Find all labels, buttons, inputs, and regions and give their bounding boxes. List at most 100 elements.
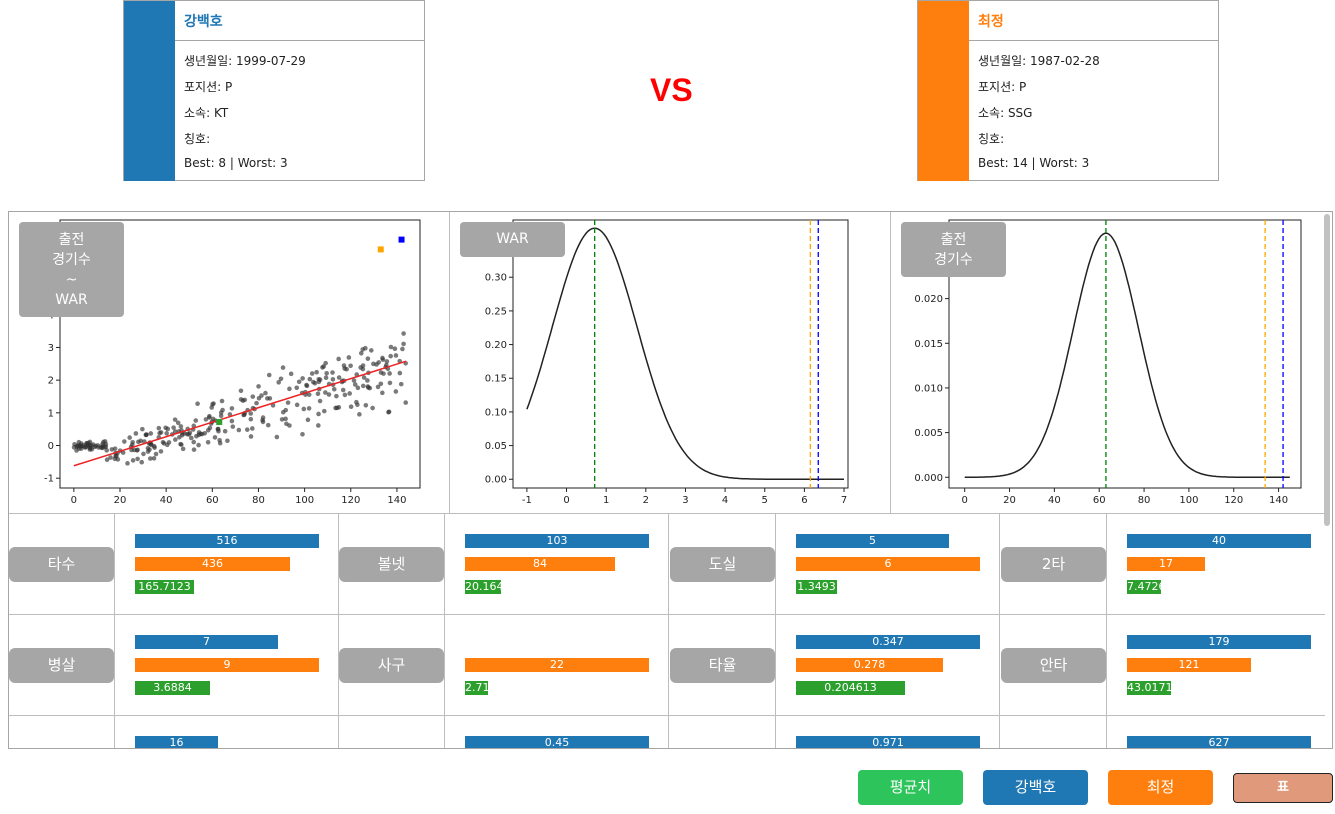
stat-bars-cell: 7 9 3.6884 — [115, 615, 339, 715]
scatter-point — [285, 400, 291, 405]
stat-name-button[interactable]: 볼넷 — [339, 547, 444, 582]
stat-name-button[interactable]: 사구 — [339, 648, 444, 683]
scatter-point — [300, 431, 305, 437]
scatter-point — [347, 391, 352, 396]
y-tick-label: 0.010 — [914, 383, 943, 394]
stats-row: 병살 7 9 3.6884 사구 22 2.712 타율 0.347 0.278 0.204613 안… — [9, 614, 1325, 715]
average-value-bar: 7.4726 — [1127, 580, 1161, 594]
scatter-point — [220, 407, 225, 413]
war-distribution-cell: -1012345670.000.050.100.150.200.250.300.… — [450, 212, 891, 513]
scatter-point — [263, 390, 268, 396]
scatter-point — [294, 385, 300, 391]
average-button[interactable]: 평균치 — [858, 770, 963, 805]
x-tick-label: 0 — [962, 495, 968, 506]
scatter-point — [136, 439, 141, 445]
scatter-point — [194, 433, 199, 439]
scatter-point — [125, 461, 130, 466]
scatter-point — [323, 390, 328, 395]
scatter-point — [266, 372, 272, 378]
stat-label-cell: 볼넷 — [339, 514, 445, 614]
y-tick-label: 0.020 — [914, 294, 943, 305]
scatter-point — [352, 382, 358, 387]
x-tick-label: 80 — [252, 495, 265, 506]
stat-name-button[interactable]: 안타 — [1001, 648, 1106, 683]
scatter-point — [205, 439, 211, 445]
y-tick-label: 0.000 — [914, 473, 943, 484]
stat-name-button[interactable]: 2타 — [1001, 547, 1106, 582]
scatter-point — [127, 435, 132, 440]
scatter-point — [386, 409, 391, 415]
scatter-point — [326, 392, 332, 397]
stat-label-cell — [339, 716, 445, 748]
scatter-point — [254, 400, 259, 406]
scatter-point — [336, 375, 342, 380]
scatter-point — [225, 438, 230, 444]
scatter-point — [378, 370, 384, 375]
scatter-point — [250, 394, 256, 399]
scatter-point — [323, 360, 328, 366]
scatter-point — [366, 385, 371, 390]
scatter-point — [100, 445, 106, 451]
y-tick-label: 0.015 — [914, 339, 943, 350]
scatter-point — [351, 378, 357, 383]
scatter-point — [143, 432, 149, 438]
scatter-point — [378, 381, 384, 387]
scatter-point — [400, 346, 405, 352]
scatter-point — [358, 350, 364, 356]
scatter-point — [304, 383, 310, 389]
stat-name-button[interactable]: 타율 — [670, 648, 775, 683]
label-line: 경기수 — [52, 252, 91, 268]
scatter-point — [173, 437, 178, 442]
scatter-point — [346, 355, 352, 360]
scatter-point — [260, 415, 266, 420]
scatter-point — [334, 393, 339, 399]
scatter-point — [360, 383, 366, 389]
scatter-point — [240, 398, 246, 403]
highlight-point — [398, 236, 405, 243]
player1-value-bar: 0.971 — [796, 736, 980, 748]
scatter-chart-label: 출전 경기수 ~ WAR — [19, 222, 124, 317]
stat-label-cell — [1001, 716, 1107, 748]
average-value-bar: 2.712 — [465, 681, 488, 695]
average-value-bar: 43.0171 — [1127, 681, 1171, 695]
player2-button[interactable]: 최정 — [1108, 770, 1213, 805]
scatter-point — [274, 434, 280, 440]
stat-name-button[interactable]: 타수 — [9, 547, 114, 582]
scatter-point — [342, 392, 348, 398]
average-value-bar: 20.1644 — [465, 580, 501, 594]
scatter-point — [387, 380, 393, 386]
stat-bars-cell: 0.347 0.278 0.204613 — [776, 615, 1000, 715]
x-tick-label: 40 — [160, 495, 173, 506]
stat-bars-cell: 627 — [1107, 716, 1325, 748]
vs-label: VS — [650, 72, 693, 108]
scrollbar-thumb[interactable] — [1324, 214, 1330, 526]
average-value-bar: 0.204613 — [796, 681, 905, 695]
player1-button[interactable]: 강백호 — [983, 770, 1088, 805]
scatter-point — [79, 441, 84, 446]
y-tick-label: 0.00 — [485, 475, 507, 486]
stat-name-button[interactable]: 도실 — [670, 547, 775, 582]
scatter-point — [256, 384, 261, 389]
scatter-point — [363, 402, 369, 408]
scatter-point — [171, 425, 176, 430]
stat-name-button[interactable]: 병살 — [9, 648, 114, 683]
scatter-point — [191, 447, 197, 452]
x-tick-label: 4 — [722, 495, 728, 506]
scatter-point — [178, 424, 184, 429]
x-tick-label: 140 — [387, 495, 406, 506]
scatter-point — [191, 439, 197, 445]
scatter-point — [135, 456, 140, 462]
x-tick-label: 1 — [603, 495, 609, 506]
plot-frame — [948, 219, 1302, 489]
scatter-point — [178, 441, 183, 447]
y-tick-label: 0.30 — [485, 273, 507, 284]
player1-title: 칭호: — [184, 132, 211, 146]
table-button[interactable]: 표 — [1233, 773, 1333, 803]
stat-bars-cell: 16 — [115, 716, 339, 748]
scatter-point — [330, 377, 336, 382]
label-line: ~ — [65, 272, 78, 288]
scatter-point — [193, 418, 199, 423]
scatter-point — [244, 427, 250, 432]
